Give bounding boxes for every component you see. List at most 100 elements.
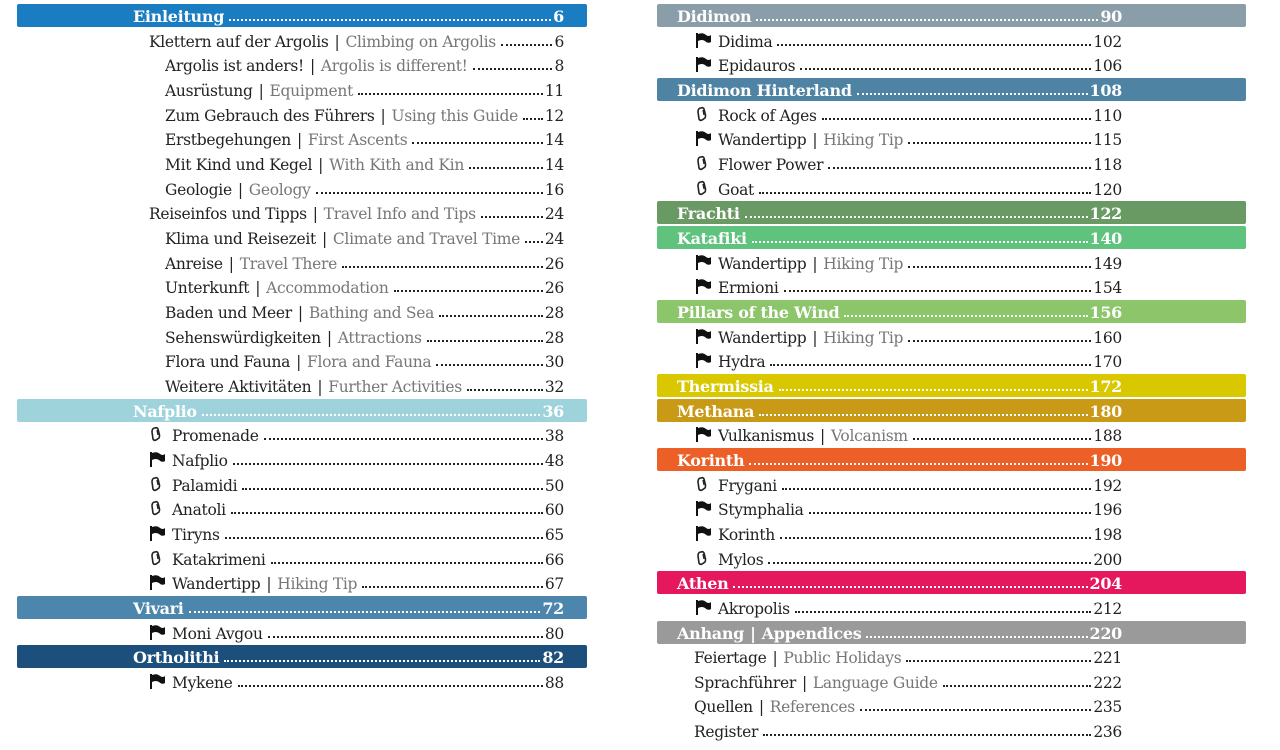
- entry-title: Ausrüstung: [165, 81, 253, 100]
- entry-title: Vulkanismus: [718, 427, 815, 446]
- entry-title: Frachti: [677, 204, 740, 224]
- section-band: [657, 77, 1246, 101]
- page-number: 32: [544, 377, 564, 396]
- toc-entry: Klettern auf der Argolis | Climbing on Arg…: [149, 29, 564, 51]
- toc-entry: Flora und Fauna | Flora and Fauna 30: [165, 349, 564, 371]
- section-band: [657, 620, 1246, 644]
- dot-leader: [759, 413, 1088, 416]
- flag-icon: [696, 57, 711, 73]
- page-number: 236: [1093, 723, 1122, 742]
- toc-entry: Klima und Reisezeit | Climate and Travel T…: [165, 226, 564, 248]
- separator: |: [237, 180, 243, 199]
- page-number: 106: [1093, 57, 1122, 76]
- page-number: 8: [554, 57, 564, 76]
- section-entry: Vivari 72: [133, 596, 564, 618]
- entry-title: Flora und Fauna: [165, 353, 291, 372]
- separator: |: [334, 32, 340, 51]
- entry-title: Mit Kind und Kegel: [165, 155, 313, 174]
- carabiner-icon: [151, 476, 161, 491]
- toc-entry: Nafplio 48: [149, 448, 564, 470]
- separator: |: [258, 81, 264, 100]
- entry-title: Katakrimeni: [172, 550, 266, 569]
- entry-title: Akropolis: [718, 599, 790, 618]
- toc-entry: Sehenswürdigkeiten | Attractions 28: [165, 325, 564, 347]
- toc-entry: Anatoli 60: [149, 497, 564, 519]
- entry-title: Zum Gebrauch des Führers: [165, 106, 375, 125]
- toc-entry: Rock of Ages 110: [695, 103, 1122, 125]
- entry-title: Reiseinfos und Tipps: [149, 205, 307, 224]
- toc-entry: Sprachführer | Language Guide 222: [694, 670, 1122, 692]
- dot-leader: [756, 19, 1099, 21]
- page-number: 212: [1093, 599, 1122, 618]
- page-number: 154: [1093, 279, 1122, 298]
- page-number: 122: [1089, 204, 1123, 224]
- separator: |: [750, 623, 756, 643]
- entry-translation: Climbing on Argolis: [345, 32, 496, 51]
- carabiner-icon: [697, 180, 707, 195]
- section-band: [657, 299, 1246, 323]
- entry-title: Anhang: [677, 623, 745, 643]
- section-entry: Pillars of the Wind 156: [677, 300, 1122, 322]
- toc-entry: Zum Gebrauch des Führers | Using this Guid…: [165, 103, 564, 125]
- page-number: 170: [1093, 353, 1122, 372]
- flag-icon: [696, 279, 711, 295]
- entry-title: Vivari: [133, 598, 184, 618]
- page-number: 180: [1089, 401, 1123, 421]
- dot-leader: [242, 487, 543, 490]
- page-number: 196: [1093, 501, 1122, 520]
- page-number: 28: [544, 328, 564, 347]
- dot-leader: [525, 240, 543, 243]
- section-entry: Einleitung 6: [133, 4, 564, 26]
- dot-leader: [908, 265, 1092, 268]
- page-number: 38: [544, 427, 564, 446]
- dot-leader: [522, 117, 543, 120]
- dot-leader: [201, 413, 541, 416]
- toc-entry: Frygani 192: [695, 473, 1122, 495]
- toc-entry: Unterkunft | Accommodation 26: [165, 275, 564, 297]
- entry-translation: Equipment: [269, 81, 354, 100]
- entry-title: Quellen: [694, 698, 753, 717]
- dot-leader: [500, 43, 553, 46]
- page-number: 198: [1093, 525, 1122, 544]
- entry-title: Erstbegehungen: [165, 131, 291, 150]
- section-entry: Ortholithi 82: [133, 645, 564, 667]
- dot-leader: [472, 68, 553, 71]
- dot-leader: [480, 216, 543, 219]
- toc-entry: Weitere Aktivitäten | Further Activities 32: [165, 374, 564, 396]
- entry-title: Einleitung: [133, 7, 225, 26]
- entry-title: Epidauros: [718, 57, 796, 76]
- section-band: [657, 398, 1246, 422]
- toc-entry: Akropolis 212: [695, 596, 1122, 618]
- carabiner-icon: [697, 106, 707, 121]
- dot-leader: [758, 191, 1092, 194]
- dot-leader: [229, 19, 552, 21]
- dot-leader: [466, 388, 543, 391]
- flag-icon: [150, 575, 165, 591]
- entry-title: Unterkunft: [165, 279, 250, 298]
- toc-entry: Ermioni 154: [695, 275, 1122, 297]
- dot-leader: [393, 290, 543, 293]
- separator: |: [255, 279, 261, 298]
- dot-leader: [783, 290, 1092, 293]
- entry-translation: References: [769, 698, 855, 717]
- page-number: 190: [1089, 450, 1123, 470]
- entry-title: Palamidi: [172, 476, 238, 495]
- page-number: 160: [1093, 328, 1122, 347]
- entry-title: Klima und Reisezeit: [165, 229, 316, 248]
- entry-title: Anatoli: [172, 501, 226, 520]
- entry-translation: Flora and Fauna: [307, 353, 432, 372]
- entry-title: Korinth: [677, 450, 745, 470]
- page-number: 50: [544, 476, 564, 495]
- toc-entry: Erstbegehungen | First Ascents 14: [165, 127, 564, 149]
- section-band: [657, 373, 1246, 397]
- page-number: 222: [1093, 673, 1122, 692]
- entry-title: Athen: [677, 574, 729, 594]
- toc-entry: Wandertipp | Hiking Tip 115: [695, 127, 1122, 149]
- entry-title: Nafplio: [133, 401, 197, 421]
- flag-icon: [696, 353, 711, 369]
- dot-leader: [778, 388, 1088, 391]
- dot-leader: [230, 512, 543, 515]
- section-band: [17, 4, 587, 27]
- entry-title: Feiertage: [694, 649, 767, 668]
